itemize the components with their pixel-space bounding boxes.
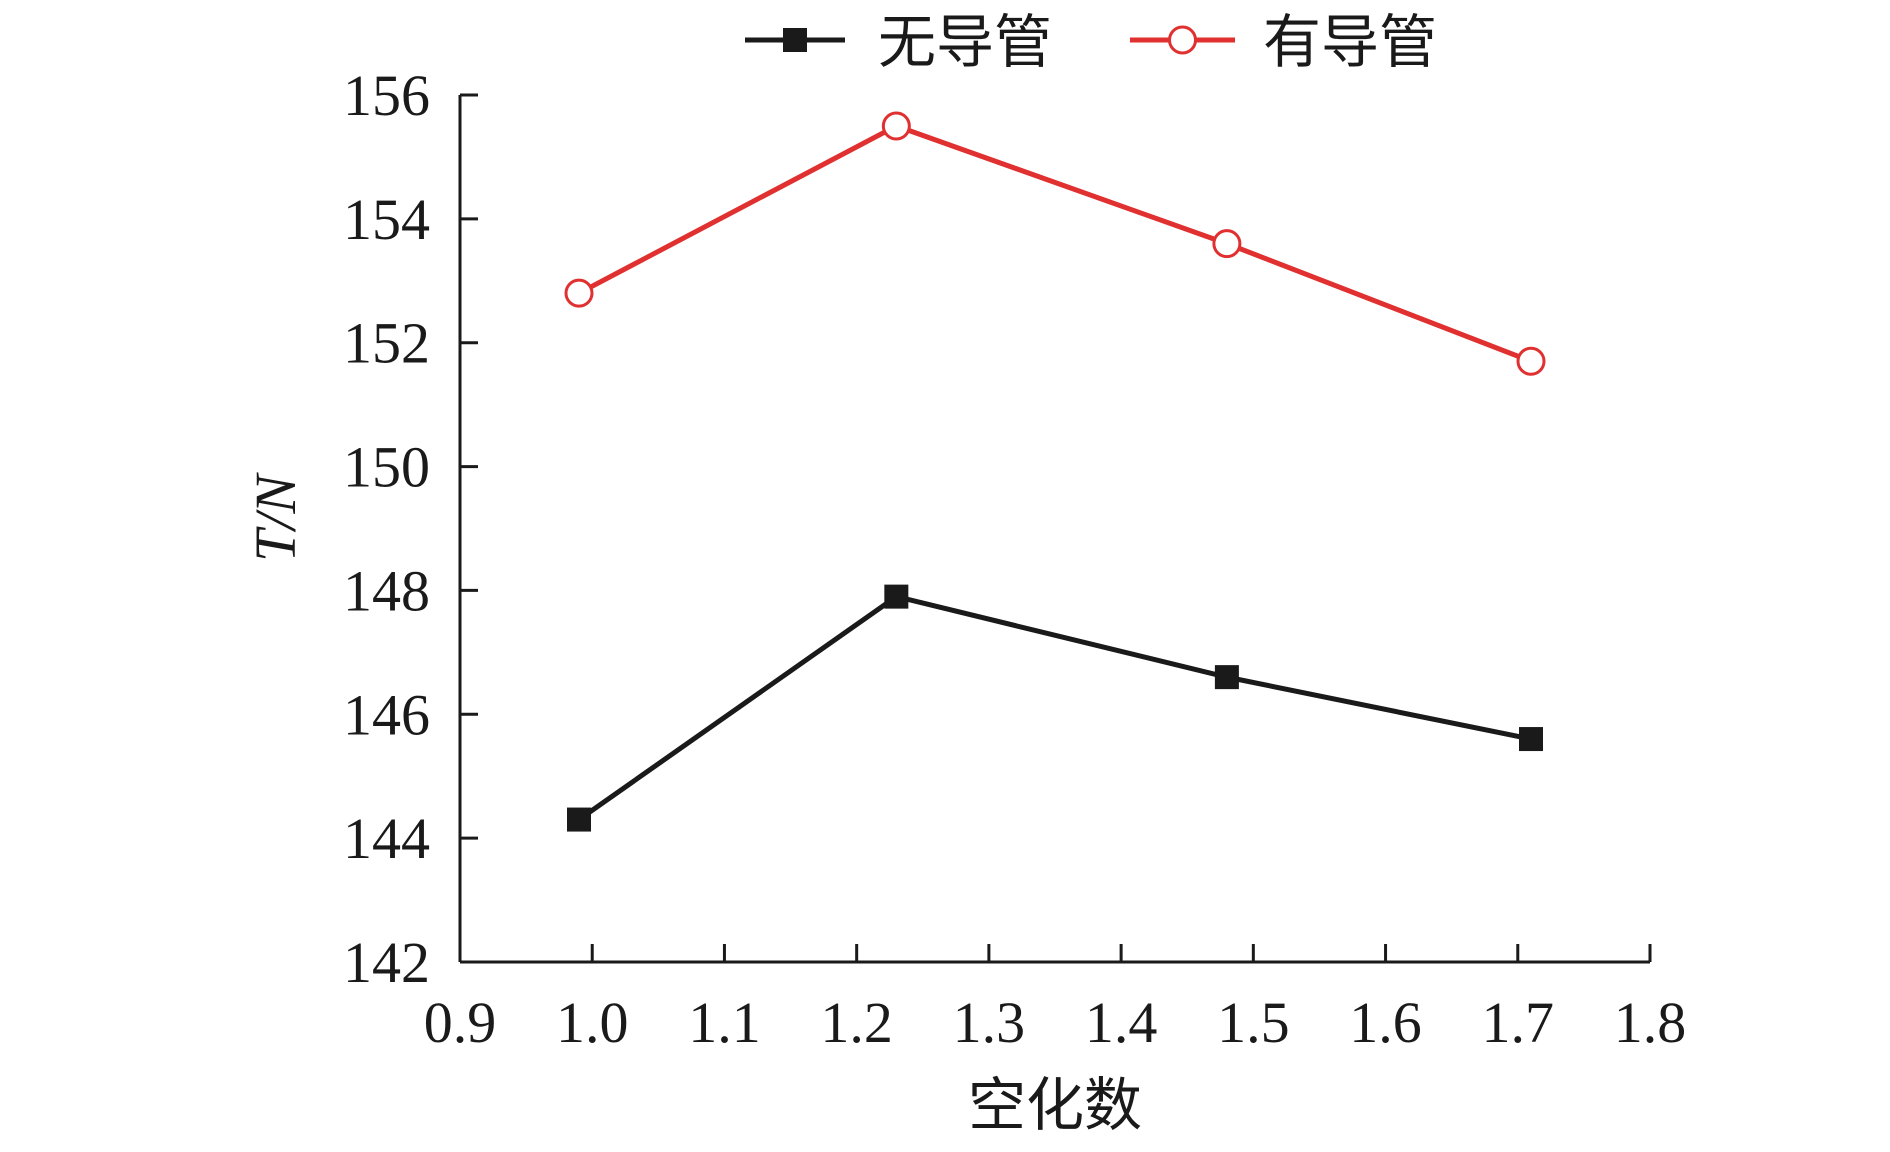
y-tick-label: 146 <box>343 682 430 747</box>
legend-item-1: 无导管 <box>745 8 1052 76</box>
series-2 <box>564 111 1546 376</box>
y-tick-label: 154 <box>343 187 430 252</box>
x-tick-label: 1.8 <box>1614 990 1687 1055</box>
data-point <box>567 807 591 832</box>
data-point <box>1212 229 1242 259</box>
legend-label: 无导管 <box>878 8 1052 76</box>
y-tick-label: 144 <box>343 806 430 871</box>
x-tick-label: 1.3 <box>953 990 1026 1055</box>
x-tick-label: 1.0 <box>556 990 629 1055</box>
y-axis-ticks: 142 144 146 148 150 152 154 156 <box>343 63 478 995</box>
y-tick-label: 156 <box>343 63 430 128</box>
y-tick-label: 142 <box>343 930 430 995</box>
y-tick-label: 152 <box>343 311 430 376</box>
x-tick-label: 1.1 <box>688 990 761 1055</box>
data-point <box>1214 665 1239 690</box>
x-tick-label: 1.6 <box>1349 990 1422 1055</box>
axes <box>458 95 1650 964</box>
y-tick-label: 150 <box>343 435 430 500</box>
x-tick-label: 1.2 <box>820 990 893 1055</box>
series-layer <box>564 111 1546 832</box>
legend-label: 有导管 <box>1263 8 1437 76</box>
x-tick-label: 0.9 <box>424 990 497 1055</box>
legend-marker <box>783 28 807 52</box>
x-tick-label: 1.4 <box>1085 990 1158 1055</box>
series-line <box>577 593 1532 822</box>
data-point <box>884 584 909 609</box>
x-tick-label: 1.7 <box>1482 990 1555 1055</box>
data-point <box>564 278 594 308</box>
series-1 <box>567 584 1543 832</box>
y-axis-title: T/N <box>243 472 308 562</box>
series-line <box>577 123 1532 364</box>
legend-item-2: 有导管 <box>1130 8 1437 76</box>
legend: 无导管 有导管 <box>745 8 1437 76</box>
y-tick-label: 148 <box>343 558 430 623</box>
data-point <box>1516 346 1546 376</box>
x-axis-title: 空化数 <box>968 1071 1142 1139</box>
data-point <box>1519 727 1543 752</box>
x-axis-ticks: 0.9 1.0 1.1 1.2 1.3 1.4 1.5 1.6 1.7 1.8 <box>424 944 1687 1055</box>
legend-marker <box>1168 25 1197 55</box>
x-tick-label: 1.5 <box>1217 990 1290 1055</box>
data-point <box>881 111 911 141</box>
